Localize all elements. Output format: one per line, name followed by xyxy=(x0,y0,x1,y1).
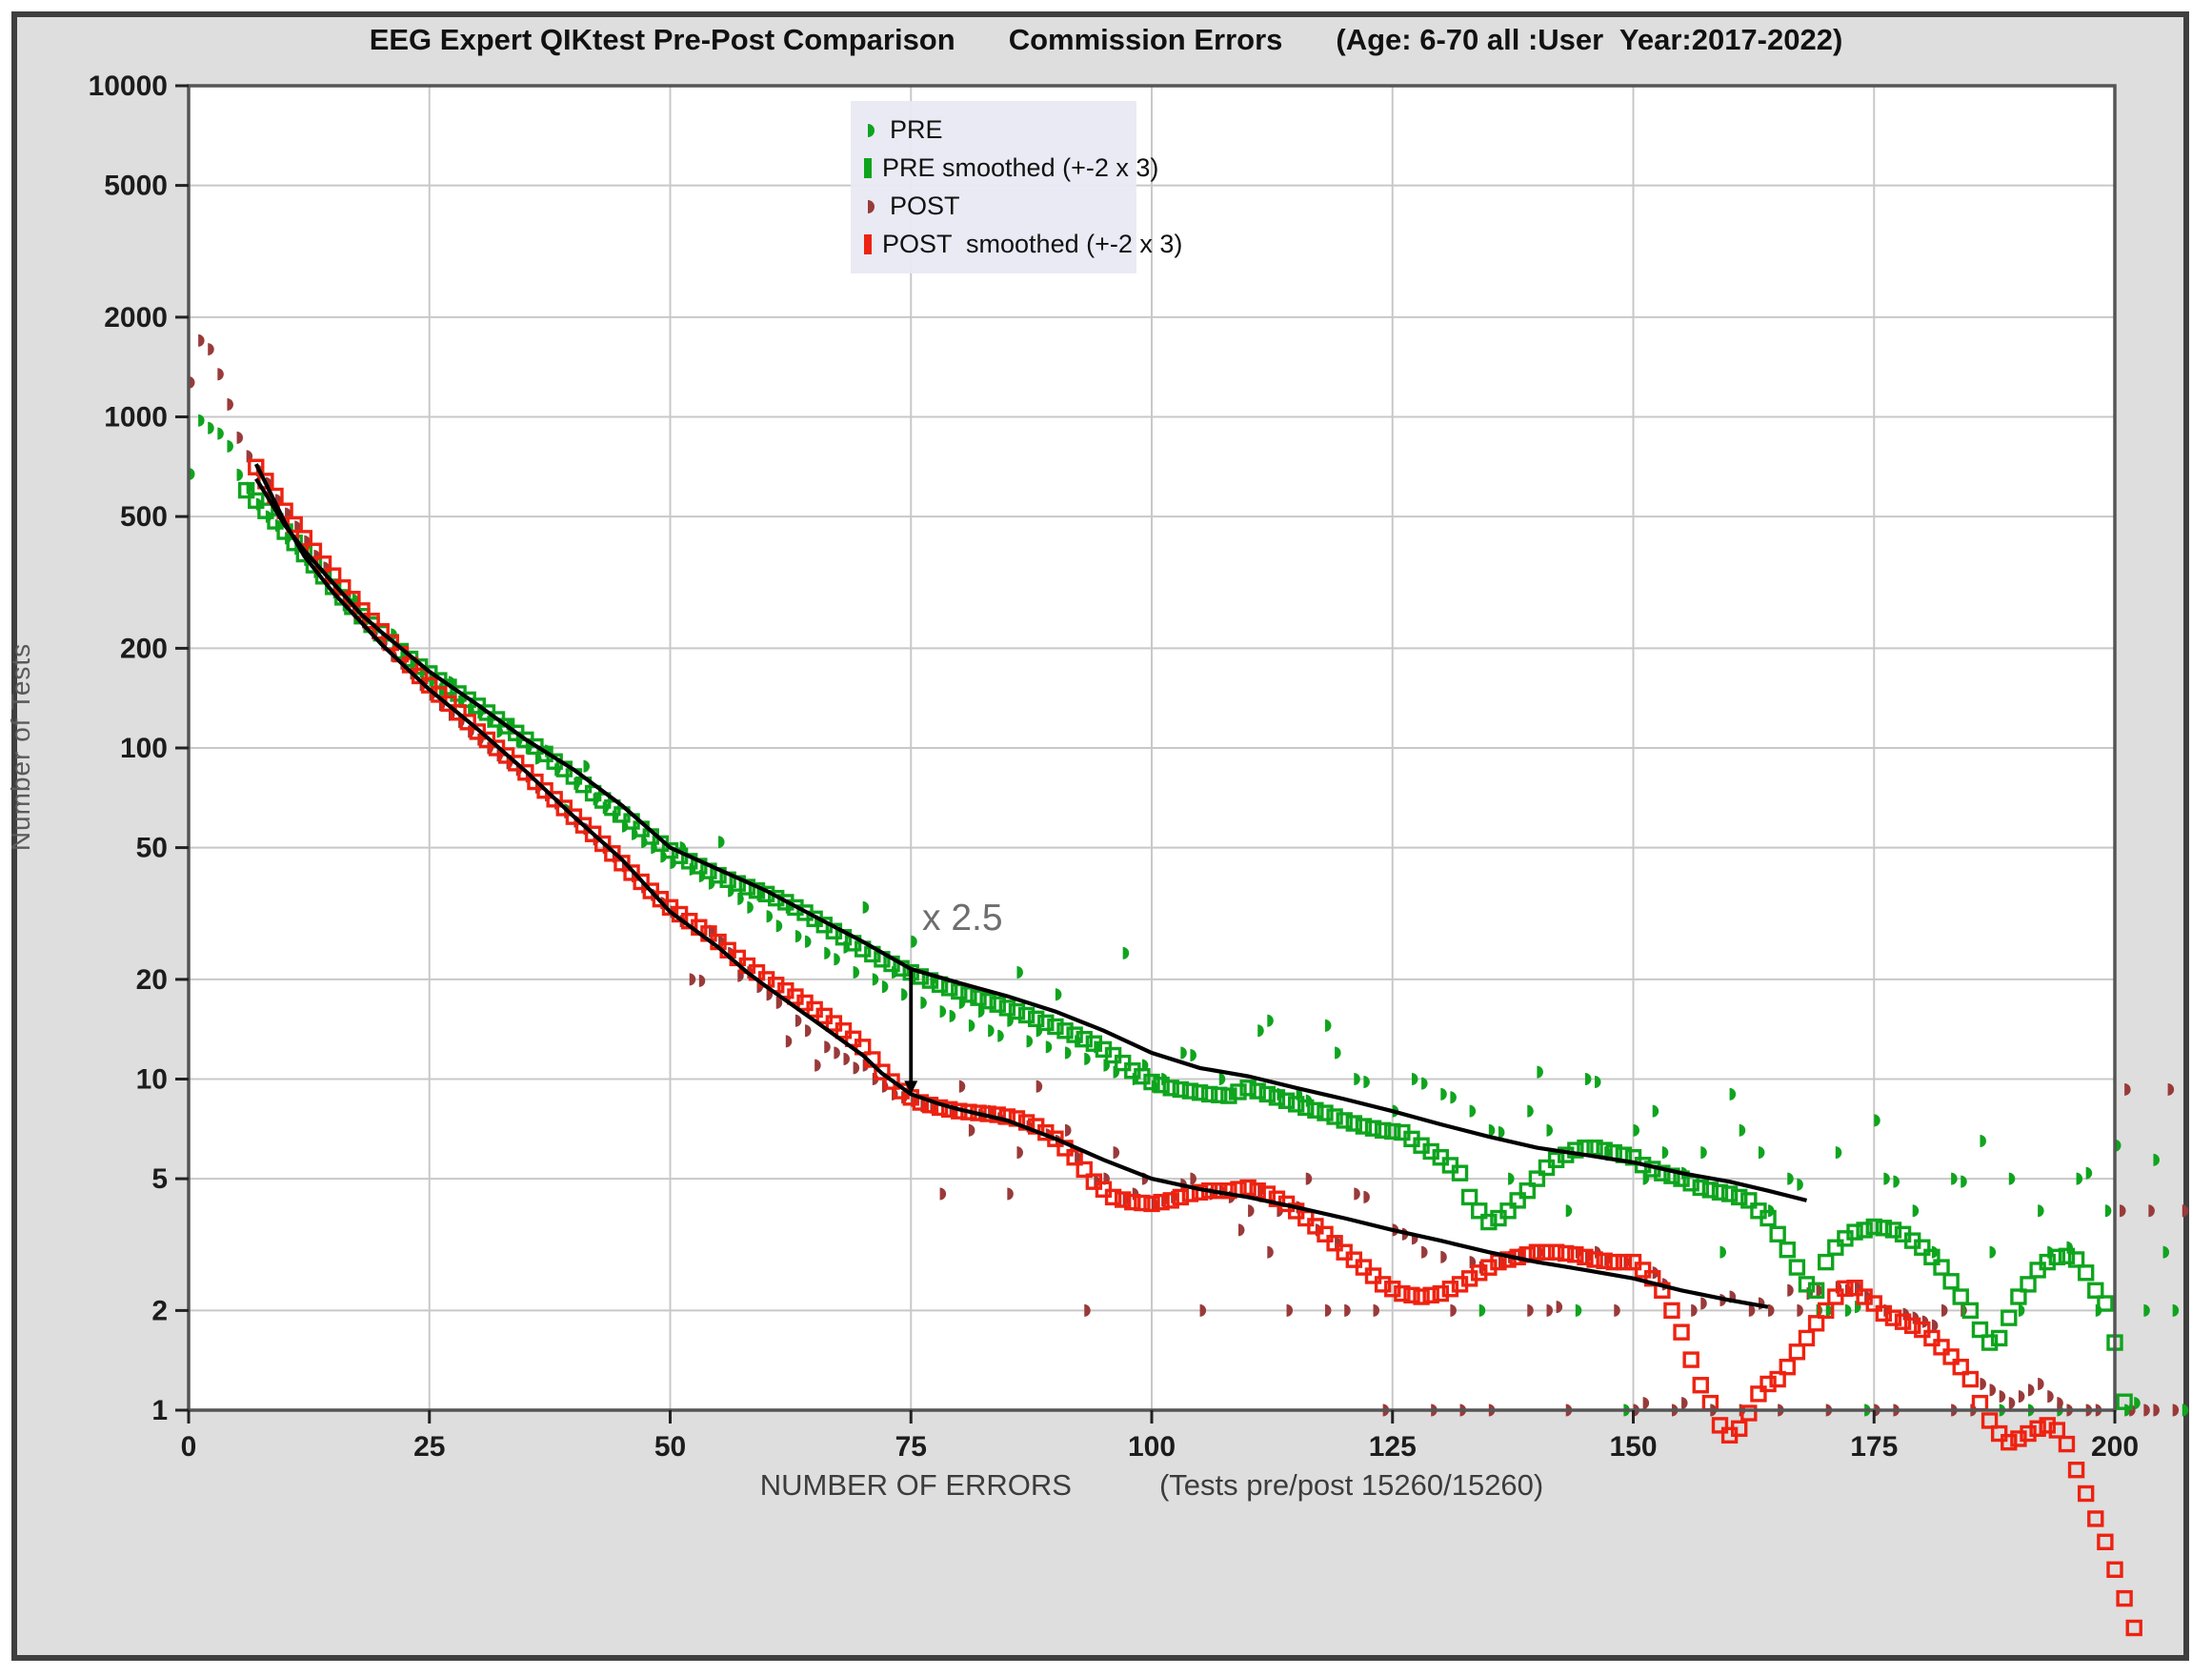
square-icon xyxy=(864,234,872,254)
gridlines xyxy=(189,86,2115,1410)
svg-text:175: 175 xyxy=(1850,1431,1898,1463)
trend-pre-trend-line xyxy=(254,477,1808,1202)
chart-title-main: EEG Expert QIKtest Pre-Post Comparison xyxy=(369,23,955,56)
svg-text:1000: 1000 xyxy=(104,402,168,434)
square-icon xyxy=(864,158,872,178)
svg-text:10: 10 xyxy=(136,1064,168,1096)
svg-text:1: 1 xyxy=(151,1395,168,1426)
legend-item-pre-smoothed-2-x-3-: PRE smoothed (+-2 x 3) xyxy=(864,152,1158,184)
legend-item-post: POST xyxy=(864,191,1125,222)
axis-ticks xyxy=(175,84,2117,1424)
chart-title-metric: Commission Errors xyxy=(1008,23,1283,56)
chart-title: EEG Expert QIKtest Pre-Post Comparison C… xyxy=(29,23,2183,57)
ratio-arrow xyxy=(904,968,918,1095)
svg-text:100: 100 xyxy=(1128,1431,1176,1463)
svg-text:2000: 2000 xyxy=(104,302,168,333)
svg-text:200: 200 xyxy=(120,633,168,664)
svg-text:5000: 5000 xyxy=(104,171,168,202)
svg-text:0: 0 xyxy=(181,1431,197,1463)
svg-text:10000: 10000 xyxy=(89,71,168,102)
trend-post-trend-line xyxy=(253,463,1769,1309)
svg-text:20: 20 xyxy=(136,964,168,996)
x-axis-title-row: NUMBER OF ERRORS (Tests pre/post 15260/1… xyxy=(189,1468,2115,1503)
svg-text:150: 150 xyxy=(1609,1431,1657,1463)
legend-item-pre: PRE xyxy=(864,114,1125,146)
x-axis-title: NUMBER OF ERRORS xyxy=(759,1468,1072,1502)
svg-text:50: 50 xyxy=(136,833,168,864)
legend-item-label: POST smoothed (+-2 x 3) xyxy=(882,230,1183,258)
svg-text:75: 75 xyxy=(895,1431,927,1463)
svg-text:50: 50 xyxy=(654,1431,686,1463)
svg-text:100: 100 xyxy=(120,733,168,764)
ratio-annotation: x 2.5 xyxy=(922,898,1003,939)
y-axis-title: Number of Tests xyxy=(6,642,35,852)
chart-title-filters: (Age: 6-70 all :User Year:2017-2022) xyxy=(1336,23,1843,56)
svg-text:25: 25 xyxy=(413,1431,445,1463)
x-axis-note: (Tests pre/post 15260/15260) xyxy=(1158,1468,1544,1502)
svg-text:5: 5 xyxy=(151,1163,168,1195)
svg-text:500: 500 xyxy=(120,501,168,533)
half-circle-icon xyxy=(868,199,875,213)
svg-text:125: 125 xyxy=(1369,1431,1417,1463)
svg-text:200: 200 xyxy=(2091,1431,2139,1463)
legend-item-post-smoothed-2-x-3-: POST smoothed (+-2 x 3) xyxy=(864,229,1182,260)
half-circle-icon xyxy=(868,123,875,137)
legend-item-label: POST xyxy=(890,192,960,220)
axis-tick-labels: 10000 5000 2000 1000 500 200 100 50 20 10 5 2 10 25 50… xyxy=(89,71,2139,1463)
svg-text:2: 2 xyxy=(151,1295,168,1326)
legend-item-label: PRE xyxy=(890,115,943,144)
legend-item-label: PRE smoothed (+-2 x 3) xyxy=(882,153,1159,182)
legend: PRE PRE smoothed (+-2 x 3) POST POST smooth… xyxy=(851,101,1182,273)
